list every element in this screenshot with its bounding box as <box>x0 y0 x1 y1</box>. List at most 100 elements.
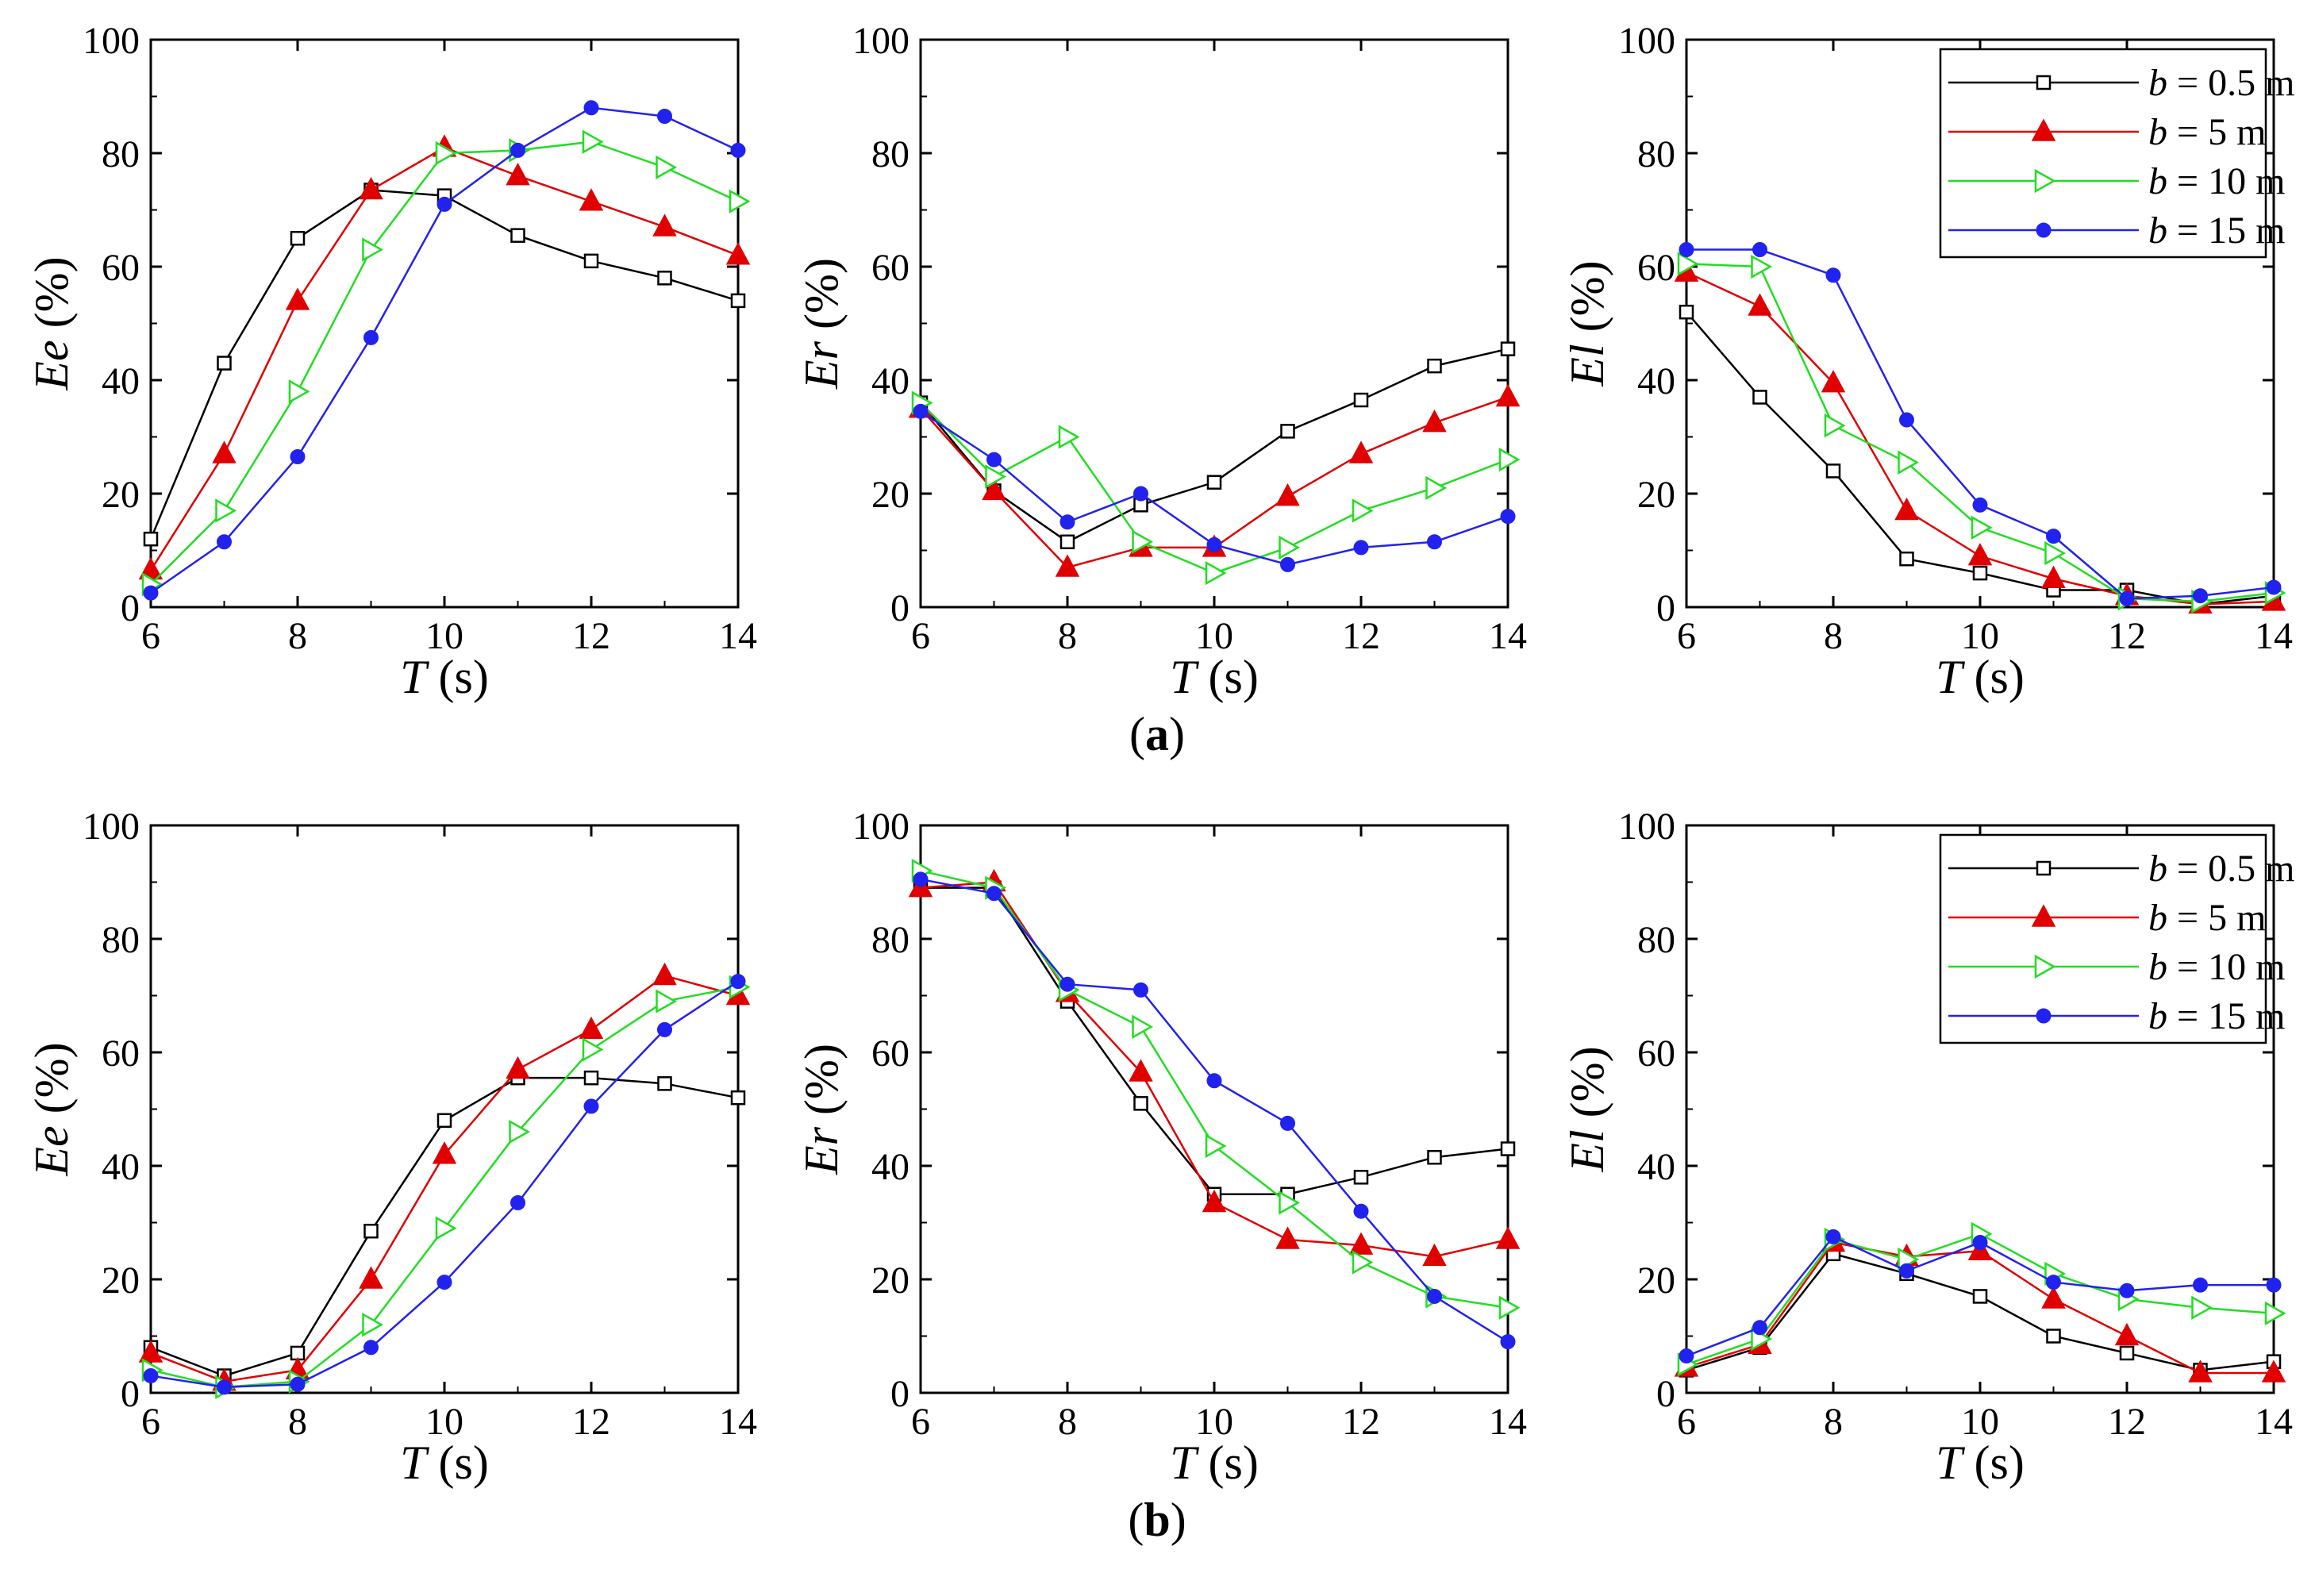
y-tick-label: 40 <box>102 1146 140 1188</box>
y-tick-label: 100 <box>852 20 909 62</box>
data-point <box>1500 509 1516 525</box>
y-tick-label: 60 <box>1637 1033 1675 1075</box>
data-point <box>1427 1150 1442 1165</box>
data-point <box>509 1119 531 1144</box>
data-point <box>2266 579 2282 595</box>
y-tick-label: 0 <box>890 1373 909 1415</box>
x-axis-label: T (s) <box>1170 651 1259 703</box>
data-point <box>217 534 232 550</box>
data-point <box>143 1368 159 1384</box>
data-point <box>1422 410 1447 433</box>
x-tick-label: 6 <box>1677 1401 1696 1443</box>
x-axis-label: T (s) <box>400 1436 489 1489</box>
series-line-0 <box>920 348 1509 544</box>
x-tick-label: 10 <box>1195 1401 1233 1443</box>
data-point <box>1679 304 1694 320</box>
series-line-1 <box>1686 1241 2274 1375</box>
legend-entry: b = 5 m <box>2148 111 2266 153</box>
series-line-1 <box>150 975 739 1383</box>
data-point <box>656 989 678 1013</box>
data-point <box>1899 551 1914 567</box>
x-tick-label: 14 <box>1489 1401 1527 1443</box>
data-point <box>217 1379 232 1395</box>
panel-label: (a) <box>1129 708 1185 760</box>
data-point <box>1280 1115 1295 1131</box>
plot-frame <box>149 38 740 609</box>
data-point <box>1677 252 1699 276</box>
x-tick-label: 8 <box>288 1401 307 1443</box>
chart-b-Ee: 6 8 10 12 14 0 20 40 60 80 100 T (s) Ee (%) <box>25 806 757 1489</box>
data-point <box>1821 369 1846 393</box>
data-point <box>582 129 604 154</box>
x-tick-label: 10 <box>1961 1401 1999 1443</box>
data-point <box>1427 358 1442 374</box>
data-point <box>2114 1322 2140 1346</box>
chart-b-El: 6 8 10 12 14 0 20 40 60 80 100 T (s) El (%) b = 0.5 m… <box>1561 806 2294 1489</box>
data-point <box>1132 1014 1154 1039</box>
data-point <box>657 1076 672 1091</box>
data-point <box>362 237 384 262</box>
y-tick-label: 0 <box>890 587 909 629</box>
data-point <box>729 189 751 213</box>
data-point <box>579 1016 604 1040</box>
data-point <box>285 287 310 310</box>
data-point <box>986 452 1002 467</box>
data-point <box>2193 588 2208 604</box>
x-tick-label: 8 <box>1058 1401 1077 1443</box>
data-point <box>1280 424 1295 439</box>
data-point <box>1132 529 1154 554</box>
series-line-0 <box>1686 1252 2275 1371</box>
legend: b = 0.5 m b = 5 m b = 10 m b = 15 m <box>1939 48 2294 259</box>
legend-entry: b = 10 m <box>2148 160 2285 202</box>
y-axis-label: Er (%) <box>795 258 848 390</box>
data-point <box>1500 1334 1516 1350</box>
y-tick-label: 40 <box>871 360 909 402</box>
y-axis-label: El (%) <box>1561 260 1613 387</box>
legend-marker <box>2036 860 2052 876</box>
data-point <box>290 1376 306 1392</box>
y-tick-label: 0 <box>1656 587 1675 629</box>
y-tick-label: 40 <box>871 1146 909 1188</box>
data-point <box>138 1340 163 1363</box>
x-tick-label: 8 <box>1824 615 1843 657</box>
data-point <box>583 100 599 116</box>
legend-entry: b = 5 m <box>2148 897 2266 939</box>
data-point <box>1825 463 1841 479</box>
x-tick-label: 12 <box>1342 615 1380 657</box>
x-tick-label: 12 <box>2108 615 2146 657</box>
y-tick-label: 80 <box>102 919 140 961</box>
series-line-3 <box>920 878 1509 1343</box>
data-point <box>1058 425 1080 449</box>
data-point <box>143 531 159 547</box>
data-point <box>362 1313 384 1337</box>
data-point <box>986 886 1002 902</box>
data-point <box>215 498 237 523</box>
series-line-3 <box>150 106 739 594</box>
x-tick-label: 14 <box>1489 615 1527 657</box>
data-point <box>1825 267 1841 283</box>
chart-a-Ee: 6 8 10 12 14 0 20 40 60 80 100 T (s) Ee (%) <box>25 20 757 703</box>
legend-marker <box>2034 954 2056 979</box>
data-point <box>143 585 159 601</box>
data-point <box>506 163 530 186</box>
data-point <box>1129 1059 1153 1082</box>
x-tick-label: 6 <box>1677 615 1696 657</box>
data-point <box>1679 242 1694 258</box>
y-tick-label: 60 <box>1637 247 1675 289</box>
data-point <box>1972 497 1988 513</box>
y-tick-label: 20 <box>1637 474 1675 516</box>
y-tick-label: 0 <box>121 587 140 629</box>
data-point <box>1500 341 1516 356</box>
data-point <box>982 477 1006 501</box>
data-point <box>582 1037 604 1062</box>
x-tick-label: 8 <box>288 615 307 657</box>
panel-label: (b) <box>1128 1494 1186 1546</box>
legend: b = 0.5 m b = 5 m b = 10 m b = 15 m <box>1939 833 2294 1044</box>
data-point <box>1752 1320 1767 1336</box>
data-point <box>1495 1226 1521 1249</box>
data-point <box>363 1223 379 1239</box>
data-point <box>1825 1229 1841 1244</box>
y-tick-label: 0 <box>121 1373 140 1415</box>
data-point <box>1133 486 1148 502</box>
